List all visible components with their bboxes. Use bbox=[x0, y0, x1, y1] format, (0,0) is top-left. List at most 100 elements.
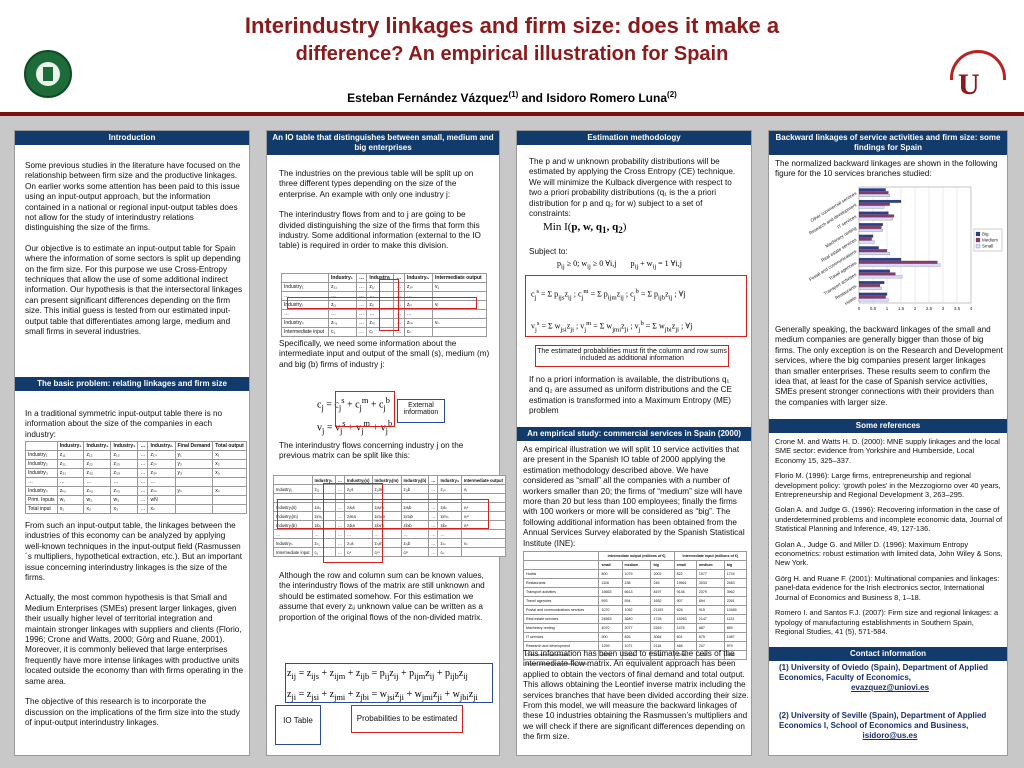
table-cell: … bbox=[400, 529, 430, 539]
table-group-header bbox=[522, 551, 600, 561]
table-cell: … bbox=[355, 318, 368, 328]
symmetric-io-table: Industry₁ Industry₂ Industry₃… Industryₙ Fin… bbox=[25, 441, 247, 514]
table-cell: z₂₁ bbox=[56, 459, 85, 469]
table-cell bbox=[212, 477, 247, 487]
bar-small bbox=[858, 217, 893, 221]
table-cell: 693 bbox=[598, 596, 623, 606]
table-row: Transport activities 15663 6613 8197 9146 237… bbox=[522, 587, 748, 597]
table-cell bbox=[460, 529, 507, 539]
email-link-1[interactable]: evazquez@uniovi.es bbox=[850, 683, 930, 692]
table-cell: xₙ bbox=[212, 486, 247, 496]
table-header-cell: … bbox=[355, 273, 368, 283]
table-cell: … bbox=[428, 547, 439, 557]
table-cell: v₁ bbox=[460, 484, 507, 494]
table-cell: z₁₁ bbox=[56, 450, 85, 460]
x-tick-label: 1 bbox=[886, 306, 889, 311]
table-cell: 1577 bbox=[695, 569, 725, 579]
table-cell: z₁₂ bbox=[83, 450, 112, 460]
table-cell: Industry₂ bbox=[25, 459, 58, 469]
table-cell: 601 bbox=[673, 632, 697, 642]
bar-big bbox=[858, 223, 883, 226]
estimation-paragraph-2: If no a priori information is available,… bbox=[529, 375, 732, 416]
reference-item: Golan A. and Judge G. (1996): Recovering… bbox=[775, 505, 1003, 534]
table-cell: … bbox=[25, 477, 58, 487]
author-and: and bbox=[518, 91, 547, 105]
table-cell: Industryₙ bbox=[280, 318, 330, 328]
highlight-constraints bbox=[525, 275, 747, 337]
contact-1-affiliation: (1) University of Oviedo (Spain), Depart… bbox=[779, 663, 989, 682]
sum-constraints: cjs = Σ pijszij ; cjm = Σ pijmzij ; cjb … bbox=[531, 288, 693, 334]
x-tick-label: 2.5 bbox=[926, 306, 933, 311]
io-paragraph-2: The interindustry flows from and to j ar… bbox=[279, 210, 481, 251]
table-cell: w₁ bbox=[56, 495, 85, 505]
table-cell: Other commercial services bbox=[522, 650, 600, 660]
table-cell: cⱼᵇ bbox=[400, 547, 430, 557]
table-cell: 659 bbox=[723, 623, 748, 633]
table-cell: y₁ bbox=[174, 450, 214, 460]
table-header-cell: big bbox=[650, 560, 675, 570]
poster-header: Interindustry linkages and firm size: do… bbox=[0, 0, 1024, 118]
table-cell bbox=[174, 504, 214, 514]
column-3: Estimation methodology The p and w unkno… bbox=[516, 130, 752, 756]
table-row: Total input x₁ x₂ x₃… xₙ bbox=[25, 504, 247, 514]
table-cell: … bbox=[403, 309, 434, 319]
table-cell: Industryₙ bbox=[273, 538, 313, 548]
table-cell: … bbox=[147, 477, 176, 487]
bar-medium bbox=[858, 237, 872, 241]
table-cell: 1728 bbox=[650, 614, 675, 624]
table-cell: x₃ bbox=[110, 504, 139, 514]
column-4: Backward linkages of service activities … bbox=[768, 130, 1008, 756]
table-cell: … bbox=[137, 477, 149, 487]
table-cell bbox=[432, 327, 487, 337]
x-tick-label: 0 bbox=[858, 306, 861, 311]
intro-paragraph-2: Our objective is to estimate an input-ou… bbox=[25, 243, 243, 337]
table-cell: Industry₁ bbox=[280, 282, 330, 292]
table-cell: 246 bbox=[650, 578, 675, 588]
bar-big bbox=[858, 199, 902, 203]
email-link-2[interactable]: isidoro@us.es bbox=[862, 731, 918, 740]
io-paragraph-1: The industries on the previous table wil… bbox=[279, 169, 474, 199]
author-2-affiliation: (2) bbox=[667, 90, 677, 99]
table-cell: … bbox=[437, 529, 462, 539]
table-cell: 822 bbox=[673, 569, 697, 579]
table-cell: z₃ₙ bbox=[147, 468, 176, 478]
table-cell: 9936 bbox=[723, 650, 748, 660]
column-2: An IO table that distinguishes between s… bbox=[266, 130, 507, 756]
table-row: IT services 900 826 3064 601 675 1987 bbox=[522, 632, 748, 642]
section-head-estimation: Estimation methodology bbox=[517, 131, 751, 145]
subject-to-label: Subject to: bbox=[529, 247, 568, 256]
table-cell: 2263 bbox=[650, 623, 675, 633]
table-cell: … bbox=[355, 309, 368, 319]
legend-swatch bbox=[975, 231, 981, 237]
x-tick-label: 3 bbox=[942, 306, 945, 311]
table-cell: zₙₙ bbox=[437, 538, 462, 548]
university-oviedo-logo bbox=[24, 50, 72, 98]
section-head-empirical: An empirical study: commercial services … bbox=[517, 427, 751, 441]
bar-small bbox=[858, 228, 883, 232]
table-cell: w₂ bbox=[83, 495, 112, 505]
table-cell: … bbox=[137, 459, 149, 469]
table-cell: 1079 bbox=[621, 569, 652, 579]
table-cell: x₃ bbox=[212, 468, 247, 478]
table-cell: 900 bbox=[598, 632, 623, 642]
basic-paragraph-2: From such an input-output table, the lin… bbox=[25, 521, 243, 583]
table-cell: … bbox=[355, 327, 368, 337]
bar-small bbox=[858, 263, 941, 267]
table-cell: 1652 bbox=[650, 596, 675, 606]
basic-paragraph-4: The objective of this research is to inc… bbox=[25, 697, 240, 727]
table-row: Hotels 800 1079 2002 822 1577 1724 bbox=[522, 569, 748, 579]
table-cell: Transport activities bbox=[522, 587, 600, 597]
table-cell bbox=[212, 495, 247, 505]
io-paragraph-5: Although the row and column sum can be k… bbox=[279, 571, 485, 622]
table-cell: y₂ bbox=[174, 459, 214, 469]
basic-paragraph-3: Actually, the most common hypothesis is … bbox=[25, 593, 244, 686]
table-cell: 1724 bbox=[723, 569, 748, 579]
bar-big bbox=[858, 257, 902, 261]
table-cell: 1052 bbox=[621, 605, 652, 615]
table-cell: 21193 bbox=[650, 605, 675, 615]
table-cell: 2077 bbox=[621, 623, 652, 633]
table-header-cell bbox=[273, 475, 313, 485]
proportion-equations: zij = zijs + zijm + zijb = pijzij + pijm… bbox=[287, 668, 478, 702]
findings-paragraph-2: Generally speaking, the backward linkage… bbox=[775, 325, 1003, 407]
reference-item: Crone M. and Watts H. D. (2000): MNE sup… bbox=[775, 437, 1000, 465]
